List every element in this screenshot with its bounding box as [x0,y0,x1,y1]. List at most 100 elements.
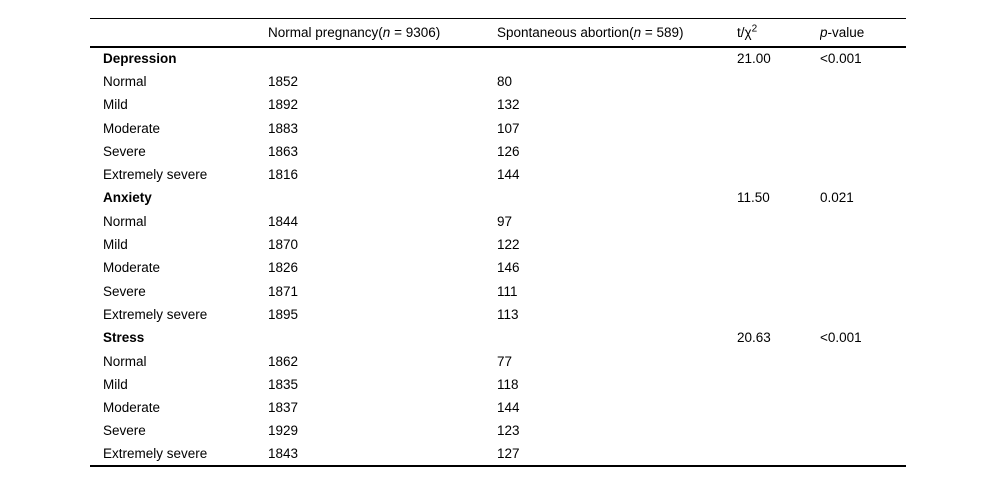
empty-cell [497,186,737,209]
header-pvalue-suffix: -value [827,24,865,40]
normal-pregnancy-value: 1870 [268,237,299,253]
spontaneous-abortion-value: 126 [497,143,520,159]
empty-cell [737,303,820,326]
empty-cell [737,279,820,302]
normal-pregnancy-value: 1895 [268,306,299,322]
section-pvalue: <0.001 [820,51,862,67]
empty-cell [737,233,820,256]
empty-cell [737,256,820,279]
spontaneous-abortion-value: 146 [497,260,520,276]
row-label: Severe [103,283,146,299]
header-row-label [90,19,268,47]
section-label: Anxiety [103,190,152,206]
spontaneous-abortion-value: 107 [497,120,520,136]
normal-pregnancy-value: 1843 [268,446,299,462]
normal-pregnancy-value: 1844 [268,213,299,229]
section-pvalue: 0.021 [820,190,854,206]
table-row: Normal 1852 80 [90,70,906,93]
empty-cell [820,116,906,139]
table-row: Severe 1863 126 [90,140,906,163]
spontaneous-abortion-value: 113 [497,306,519,322]
section-row-depression: Depression 21.00 <0.001 [90,47,906,70]
header-statistic-base: t/χ [737,24,752,40]
table-row: Moderate 1837 144 [90,396,906,419]
empty-cell [820,163,906,186]
row-label: Severe [103,143,146,159]
row-label: Moderate [103,120,161,136]
table-row: Moderate 1826 146 [90,256,906,279]
table-row: Severe 1871 111 [90,279,906,302]
section-row-stress: Stress 20.63 <0.001 [90,326,906,349]
empty-cell [820,210,906,233]
section-pvalue: <0.001 [820,330,862,346]
row-label: Normal [103,213,147,229]
empty-cell [268,326,497,349]
header-pvalue: p-value [820,19,906,47]
row-label: Normal [103,353,147,369]
header-row: Normal pregnancy(n = 9306) Spontaneous a… [90,19,906,47]
spontaneous-abortion-value: 80 [497,73,513,89]
row-label: Mild [103,237,128,253]
table-row: Mild 1870 122 [90,233,906,256]
table-row: Extremely severe 1843 127 [90,443,906,466]
normal-pregnancy-value: 1837 [268,400,299,416]
row-label: Extremely severe [103,446,208,462]
empty-cell [820,349,906,372]
empty-cell [737,419,820,442]
empty-cell [737,163,820,186]
row-label: Moderate [103,260,161,276]
normal-pregnancy-value: 1862 [268,353,299,369]
empty-cell [820,443,906,466]
table-row: Mild 1892 132 [90,93,906,116]
header-normal-pregnancy-n: n [382,24,391,40]
empty-cell [268,47,497,70]
row-label: Mild [103,97,128,113]
row-label: Normal [103,73,147,89]
normal-pregnancy-value: 1835 [268,376,299,392]
normal-pregnancy-value: 1863 [268,143,299,159]
spontaneous-abortion-value: 144 [497,167,520,183]
empty-cell [820,279,906,302]
header-statistic-superscript: 2 [751,23,758,35]
table-row: Extremely severe 1895 113 [90,303,906,326]
section-statistic: 11.50 [737,190,770,206]
empty-cell [820,373,906,396]
empty-cell [820,303,906,326]
header-spontaneous-abortion-prefix: Spontaneous abortion( [497,24,634,40]
row-label: Mild [103,376,128,392]
spontaneous-abortion-value: 77 [497,353,513,369]
empty-cell [497,326,737,349]
empty-cell [737,349,820,372]
empty-cell [737,210,820,233]
section-statistic: 20.63 [737,330,771,346]
normal-pregnancy-value: 1883 [268,120,299,136]
normal-pregnancy-value: 1892 [268,97,299,113]
table-row: Mild 1835 118 [90,373,906,396]
table-container: Normal pregnancy(n = 9306) Spontaneous a… [90,18,906,467]
empty-cell [737,70,820,93]
empty-cell [820,419,906,442]
table-row: Severe 1929 123 [90,419,906,442]
empty-cell [820,93,906,116]
header-spontaneous-abortion-n: n [633,24,642,40]
empty-cell [820,396,906,419]
empty-cell [737,116,820,139]
header-spontaneous-abortion-suffix: = 589) [641,24,684,40]
spontaneous-abortion-value: 123 [497,423,520,439]
header-normal-pregnancy-suffix: = 9306) [390,24,441,40]
spontaneous-abortion-value: 132 [497,97,520,113]
normal-pregnancy-value: 1929 [268,423,299,439]
empty-cell [820,233,906,256]
spontaneous-abortion-value: 122 [497,237,520,253]
empty-cell [737,396,820,419]
table-row: Moderate 1883 107 [90,116,906,139]
table-row: Normal 1844 97 [90,210,906,233]
empty-cell [820,140,906,163]
empty-cell [820,70,906,93]
header-normal-pregnancy-prefix: Normal pregnancy( [268,24,383,40]
table-body: Depression 21.00 <0.001 Normal 1852 80 M… [90,47,906,466]
header-normal-pregnancy: Normal pregnancy(n = 9306) [268,19,497,47]
row-label: Severe [103,423,146,439]
normal-pregnancy-value: 1871 [268,283,299,299]
row-label: Extremely severe [103,306,208,322]
